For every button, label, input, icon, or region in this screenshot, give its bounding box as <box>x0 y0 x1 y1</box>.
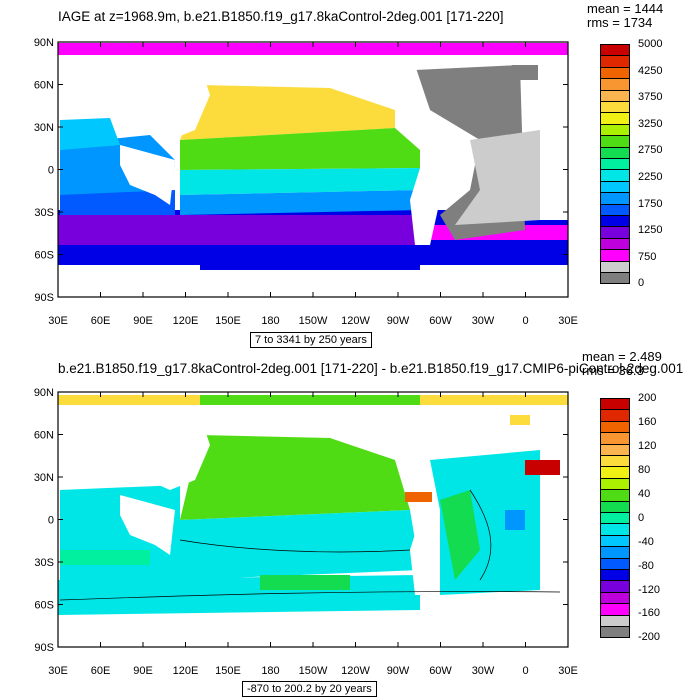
top-lat-label: 0 <box>48 165 54 177</box>
bottom-colorbar-label: 40 <box>638 487 651 500</box>
top-lat-label: 30N <box>34 122 54 134</box>
top-colorbar-label: 3250 <box>638 117 663 130</box>
bottom-lon-label: 90E <box>133 665 153 677</box>
bottom-lon-label: 120W <box>341 665 370 677</box>
top-lat-label: 60N <box>34 80 54 92</box>
top-lat-label: 30S <box>34 207 54 219</box>
bottom-colorbar-label: 80 <box>638 463 651 476</box>
bottom-lat-label: 60N <box>34 430 54 442</box>
bottom-colorbar-label: -40 <box>638 535 654 548</box>
bottom-map-panel: 90N 60N 30N 0 30S 60S 90S 30E 60E 90E 120E 150E 180 1… <box>0 350 700 700</box>
bottom-colorbar-label: -80 <box>638 559 654 572</box>
bottom-lon-label: 60E <box>91 665 111 677</box>
bottom-lon-label: 150E <box>215 665 241 677</box>
top-colorbar-label: 2750 <box>638 144 663 157</box>
bottom-lon-label: 0 <box>522 665 528 677</box>
bottom-panel-title: b.e21.B1850.f19_g17.8kaControl-2deg.001 … <box>58 361 684 376</box>
top-lon-label: 180 <box>261 315 279 327</box>
bottom-lon-label: 30E <box>558 665 578 677</box>
top-colorbar-label: 3750 <box>638 91 663 104</box>
bottom-mean-stat: mean = 2.489 <box>582 349 662 364</box>
top-colorbar-label: 750 <box>638 250 657 263</box>
bottom-colorbar-cell <box>600 626 630 639</box>
bottom-colorbar-label: 200 <box>638 392 657 404</box>
top-axis-ticks: 90N 60N 30N 0 30S 60S 90S 30E 60E 90E 120E 150E 180 1… <box>34 37 578 327</box>
bottom-lat-label: 0 <box>48 515 54 527</box>
top-range-label: 7 to 3341 by 250 years <box>250 332 372 348</box>
bottom-colorbar-label: 0 <box>638 511 645 524</box>
bottom-lon-label: 30W <box>472 665 495 677</box>
top-colorbar-cell <box>600 272 630 285</box>
top-lat-label: 60S <box>34 250 54 262</box>
top-lon-label: 90E <box>133 315 153 327</box>
bottom-rms-stat: rms = 36.3 <box>582 363 644 378</box>
top-lon-label: 30E <box>558 315 578 327</box>
top-lon-label: 90W <box>387 315 410 327</box>
bottom-range-label: -870 to 200.2 by 20 years <box>242 681 377 697</box>
bottom-lon-label: 180 <box>261 665 279 677</box>
bottom-stats: mean = 2.489 rms = 36.3 <box>582 350 662 378</box>
top-lat-label: 90N <box>34 37 54 49</box>
top-lon-label: 30W <box>472 315 495 327</box>
top-colorbar-label: 2250 <box>638 171 663 183</box>
bottom-lat-label: 30N <box>34 472 54 484</box>
bottom-lon-label: 150W <box>299 665 328 677</box>
top-lon-label: 120E <box>173 315 199 327</box>
bottom-colorbar-label: -120 <box>638 583 661 596</box>
top-colorbar-label: 4250 <box>638 64 663 77</box>
top-map-plot: 90N 60N 30N 0 30S 60S 90S 30E 60E 90E 120E 150E 180 1… <box>34 37 578 327</box>
bottom-lat-label: 90N <box>34 387 54 399</box>
bottom-lat-label: 60S <box>34 600 54 612</box>
top-lon-label: 0 <box>522 315 528 327</box>
top-lon-label: 120W <box>341 315 370 327</box>
top-rms-stat: rms = 1734 <box>587 15 653 30</box>
bottom-lon-label: 90W <box>387 665 410 677</box>
bottom-ocean-field <box>58 395 568 647</box>
top-lon-label: 150W <box>299 315 328 327</box>
top-lon-label: 150E <box>215 315 241 327</box>
top-lat-label: 90S <box>34 292 54 304</box>
top-colorbar-label: 1250 <box>638 224 663 237</box>
bottom-colorbar-label: -160 <box>638 607 661 620</box>
bottom-lat-label: 30S <box>34 557 54 569</box>
top-colorbar-label: 5000 <box>638 38 663 50</box>
top-colorbar-label: 1750 <box>638 197 663 210</box>
bottom-axis-ticks: 90N 60N 30N 0 30S 60S 90S 30E 60E 90E 120E 150E 180 1… <box>34 387 578 677</box>
bottom-map-plot: 90N 60N 30N 0 30S 60S 90S 30E 60E 90E 120E 150E 180 1… <box>34 387 578 677</box>
bottom-colorbar-label: 160 <box>638 415 657 428</box>
top-panel-title: IAGE at z=1968.9m, b.e21.B1850.f19_g17.8… <box>58 9 504 24</box>
top-stats: mean = 1444 rms = 1734 <box>587 2 663 30</box>
bottom-lon-label: 30E <box>48 665 68 677</box>
bottom-lon-label: 60W <box>429 665 452 677</box>
top-lon-label: 60E <box>91 315 111 327</box>
top-lon-label: 60W <box>429 315 452 327</box>
bottom-colorbar-label: 120 <box>638 439 657 452</box>
top-ocean-field <box>58 43 568 297</box>
top-lon-label: 30E <box>48 315 68 327</box>
bottom-lon-label: 120E <box>173 665 199 677</box>
top-map-panel: 90N 60N 30N 0 30S 60S 90S 30E 60E 90E 120E 150E 180 1… <box>34 2 663 348</box>
bottom-colorbar-label: -200 <box>638 631 661 644</box>
bottom-lat-label: 90S <box>34 642 54 654</box>
top-colorbar-label: 0 <box>638 277 645 290</box>
top-mean-stat: mean = 1444 <box>587 1 664 16</box>
